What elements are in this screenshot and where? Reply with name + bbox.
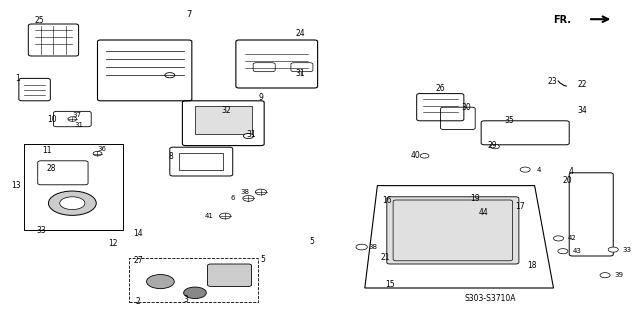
Circle shape: [255, 189, 267, 195]
Text: 22: 22: [577, 80, 586, 89]
FancyBboxPatch shape: [387, 197, 519, 264]
Text: 35: 35: [504, 116, 514, 124]
Circle shape: [356, 244, 367, 250]
Text: 20: 20: [562, 176, 572, 185]
Text: 38: 38: [241, 189, 250, 195]
Text: 31: 31: [74, 123, 83, 128]
Polygon shape: [195, 106, 252, 134]
Text: 9: 9: [258, 93, 264, 102]
Text: 28: 28: [47, 164, 56, 172]
Circle shape: [219, 213, 231, 219]
Text: 31: 31: [246, 130, 257, 139]
Circle shape: [558, 249, 568, 254]
FancyBboxPatch shape: [207, 264, 252, 286]
Text: 25: 25: [34, 16, 44, 25]
Text: 33: 33: [623, 247, 631, 252]
Text: 13: 13: [11, 181, 20, 190]
Text: 12: 12: [109, 239, 118, 248]
Text: 26: 26: [435, 84, 445, 92]
Text: 43: 43: [573, 248, 581, 254]
Text: 24: 24: [295, 29, 305, 38]
Circle shape: [165, 73, 175, 78]
Circle shape: [147, 275, 174, 289]
Circle shape: [93, 151, 102, 156]
Text: 3: 3: [183, 295, 188, 304]
Text: 33: 33: [36, 226, 46, 235]
Text: 5: 5: [260, 255, 265, 264]
Text: 15: 15: [385, 280, 395, 289]
Circle shape: [68, 117, 76, 121]
Circle shape: [520, 167, 530, 172]
Text: 40: 40: [410, 151, 420, 160]
Text: 6: 6: [231, 196, 235, 201]
Text: 21: 21: [380, 253, 390, 262]
Circle shape: [49, 191, 96, 215]
Text: 1: 1: [15, 74, 20, 83]
Text: 19: 19: [470, 194, 480, 203]
Circle shape: [554, 236, 564, 241]
Text: 32: 32: [222, 106, 231, 115]
Text: 4: 4: [569, 167, 574, 176]
Circle shape: [490, 144, 499, 149]
Text: 34: 34: [578, 106, 587, 115]
Circle shape: [243, 196, 254, 201]
Text: 5: 5: [309, 237, 313, 246]
Text: 27: 27: [133, 256, 143, 265]
Text: 42: 42: [568, 236, 577, 241]
Text: 16: 16: [382, 196, 392, 204]
Text: 10: 10: [47, 115, 56, 124]
Text: 30: 30: [462, 103, 471, 112]
Text: 23: 23: [547, 77, 557, 86]
Text: 39: 39: [614, 272, 623, 278]
Text: 41: 41: [205, 213, 214, 219]
Text: 14: 14: [133, 229, 143, 238]
Text: FR.: FR.: [553, 15, 571, 26]
Text: 18: 18: [526, 261, 536, 270]
Text: 17: 17: [514, 202, 525, 211]
Text: 4: 4: [537, 167, 541, 172]
Text: 36: 36: [97, 146, 106, 152]
Text: 29: 29: [487, 141, 497, 150]
Circle shape: [184, 287, 206, 299]
Circle shape: [608, 247, 618, 252]
Text: 44: 44: [478, 208, 488, 217]
Text: 37: 37: [72, 112, 82, 117]
Text: 38: 38: [368, 244, 377, 250]
Circle shape: [600, 273, 610, 278]
Text: S303-S3710A: S303-S3710A: [465, 294, 516, 303]
Text: 2: 2: [136, 297, 141, 306]
Text: 7: 7: [186, 10, 191, 19]
Circle shape: [60, 197, 85, 210]
Circle shape: [420, 154, 429, 158]
Circle shape: [243, 133, 253, 139]
Text: 8: 8: [169, 152, 173, 161]
Text: 31: 31: [296, 69, 305, 78]
Text: 11: 11: [42, 146, 52, 155]
